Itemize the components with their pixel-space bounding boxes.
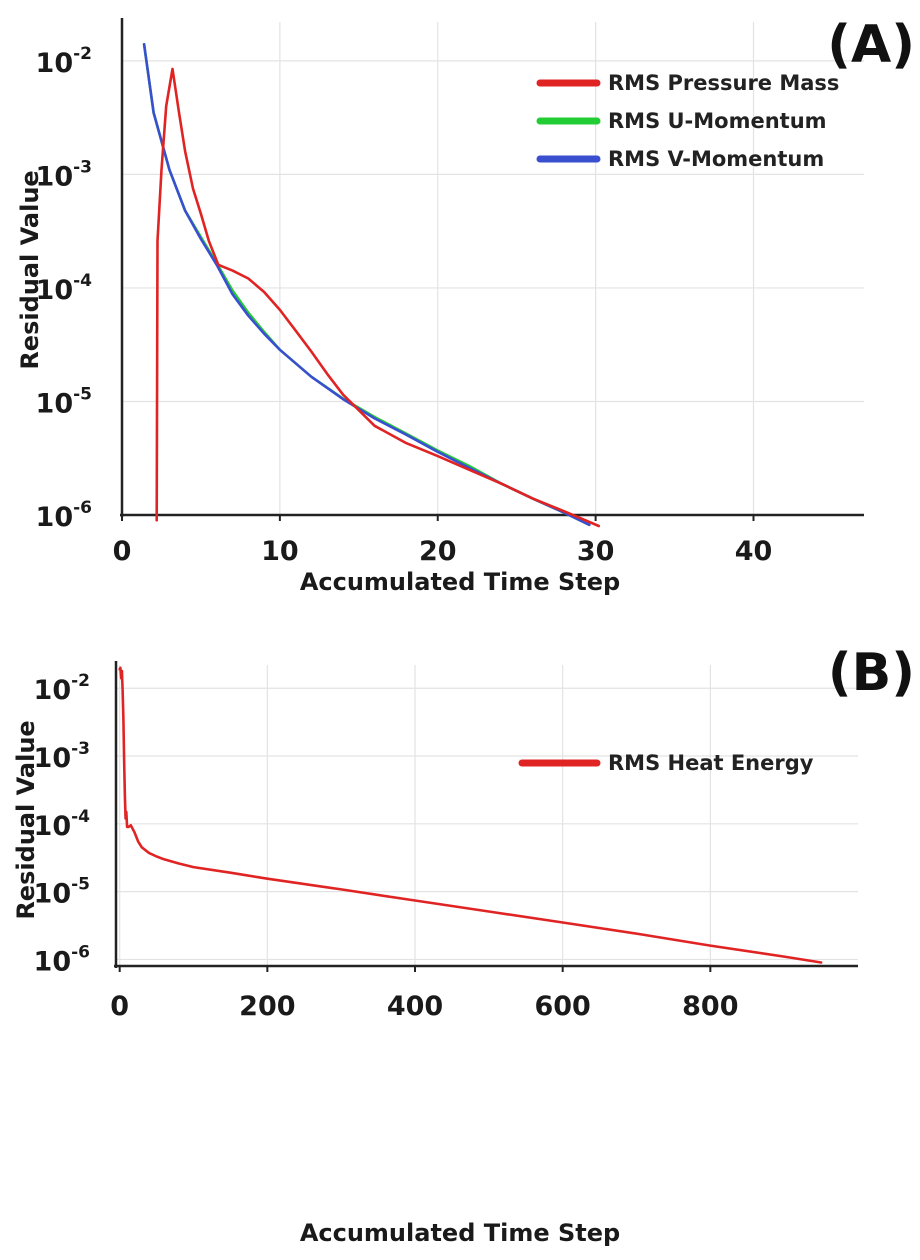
x-tick-label: 0	[113, 536, 132, 567]
y-tick-label: 10-4	[34, 807, 91, 842]
y-tick-label: 10-2	[36, 44, 92, 79]
x-tick-label: 0	[110, 991, 129, 1022]
x-axis-title: Accumulated Time Step	[300, 568, 620, 596]
y-axis-title: Residual Value	[16, 170, 44, 369]
x-axis-title: Accumulated Time Step	[300, 1219, 620, 1247]
legend-label: RMS Pressure Mass	[608, 71, 839, 95]
y-tick-label: 10-6	[36, 498, 92, 533]
x-tick-label: 40	[735, 536, 773, 567]
y-tick-label: 10-3	[36, 157, 92, 192]
x-tick-label: 10	[261, 536, 299, 567]
x-tick-label: 20	[419, 536, 457, 567]
residual-chart-b: 0 200 400 600 800 10-6 10-5 10-4 10-3 10-2 Accumul…	[12, 643, 915, 1247]
y-tick-label: 10-6	[34, 942, 90, 977]
y-tick-label: 10-2	[34, 671, 90, 706]
x-tick-label: 30	[577, 536, 615, 567]
y-axis-title: Residual Value	[12, 720, 40, 919]
x-tick-label: 600	[534, 991, 590, 1022]
series-line-rms-v-momentum	[142, 42, 591, 527]
panel-label: (A)	[827, 15, 915, 75]
chart-panel-a: 0 10 20 30 40 10-6 10-5 10-4 10-3 10-2 Accumulated…	[0, 0, 920, 610]
panel-label: (B)	[828, 643, 915, 703]
y-tick-label: 10-5	[34, 875, 90, 910]
series-line-rms-u-momentum	[142, 42, 591, 527]
series-line-rms-heat-energy	[118, 666, 823, 964]
x-tick-label: 200	[239, 991, 295, 1022]
series-line-rms-pressure-mass	[155, 67, 601, 528]
legend-label: RMS U-Momentum	[608, 109, 827, 133]
x-tick-label: 800	[682, 991, 738, 1022]
residual-chart-a: 0 10 20 30 40 10-6 10-5 10-4 10-3 10-2 Accumulated…	[16, 15, 915, 596]
legend: RMS Pressure Mass RMS U-Momentum RMS V-Mom…	[536, 71, 839, 171]
y-tick-label: 10-3	[34, 739, 90, 774]
y-tick-label: 10-4	[36, 271, 93, 306]
x-tick-label: 400	[387, 991, 443, 1022]
chart-panel-b: 0 200 400 600 800 10-6 10-5 10-4 10-3 10-2 Accumul…	[0, 630, 920, 1260]
grid-lines	[121, 22, 864, 516]
legend-label: RMS V-Momentum	[608, 147, 824, 171]
legend: RMS Heat Energy	[518, 751, 814, 775]
legend-label: RMS Heat Energy	[608, 751, 814, 775]
y-tick-label: 10-5	[36, 384, 92, 419]
grid-lines	[116, 665, 858, 966]
